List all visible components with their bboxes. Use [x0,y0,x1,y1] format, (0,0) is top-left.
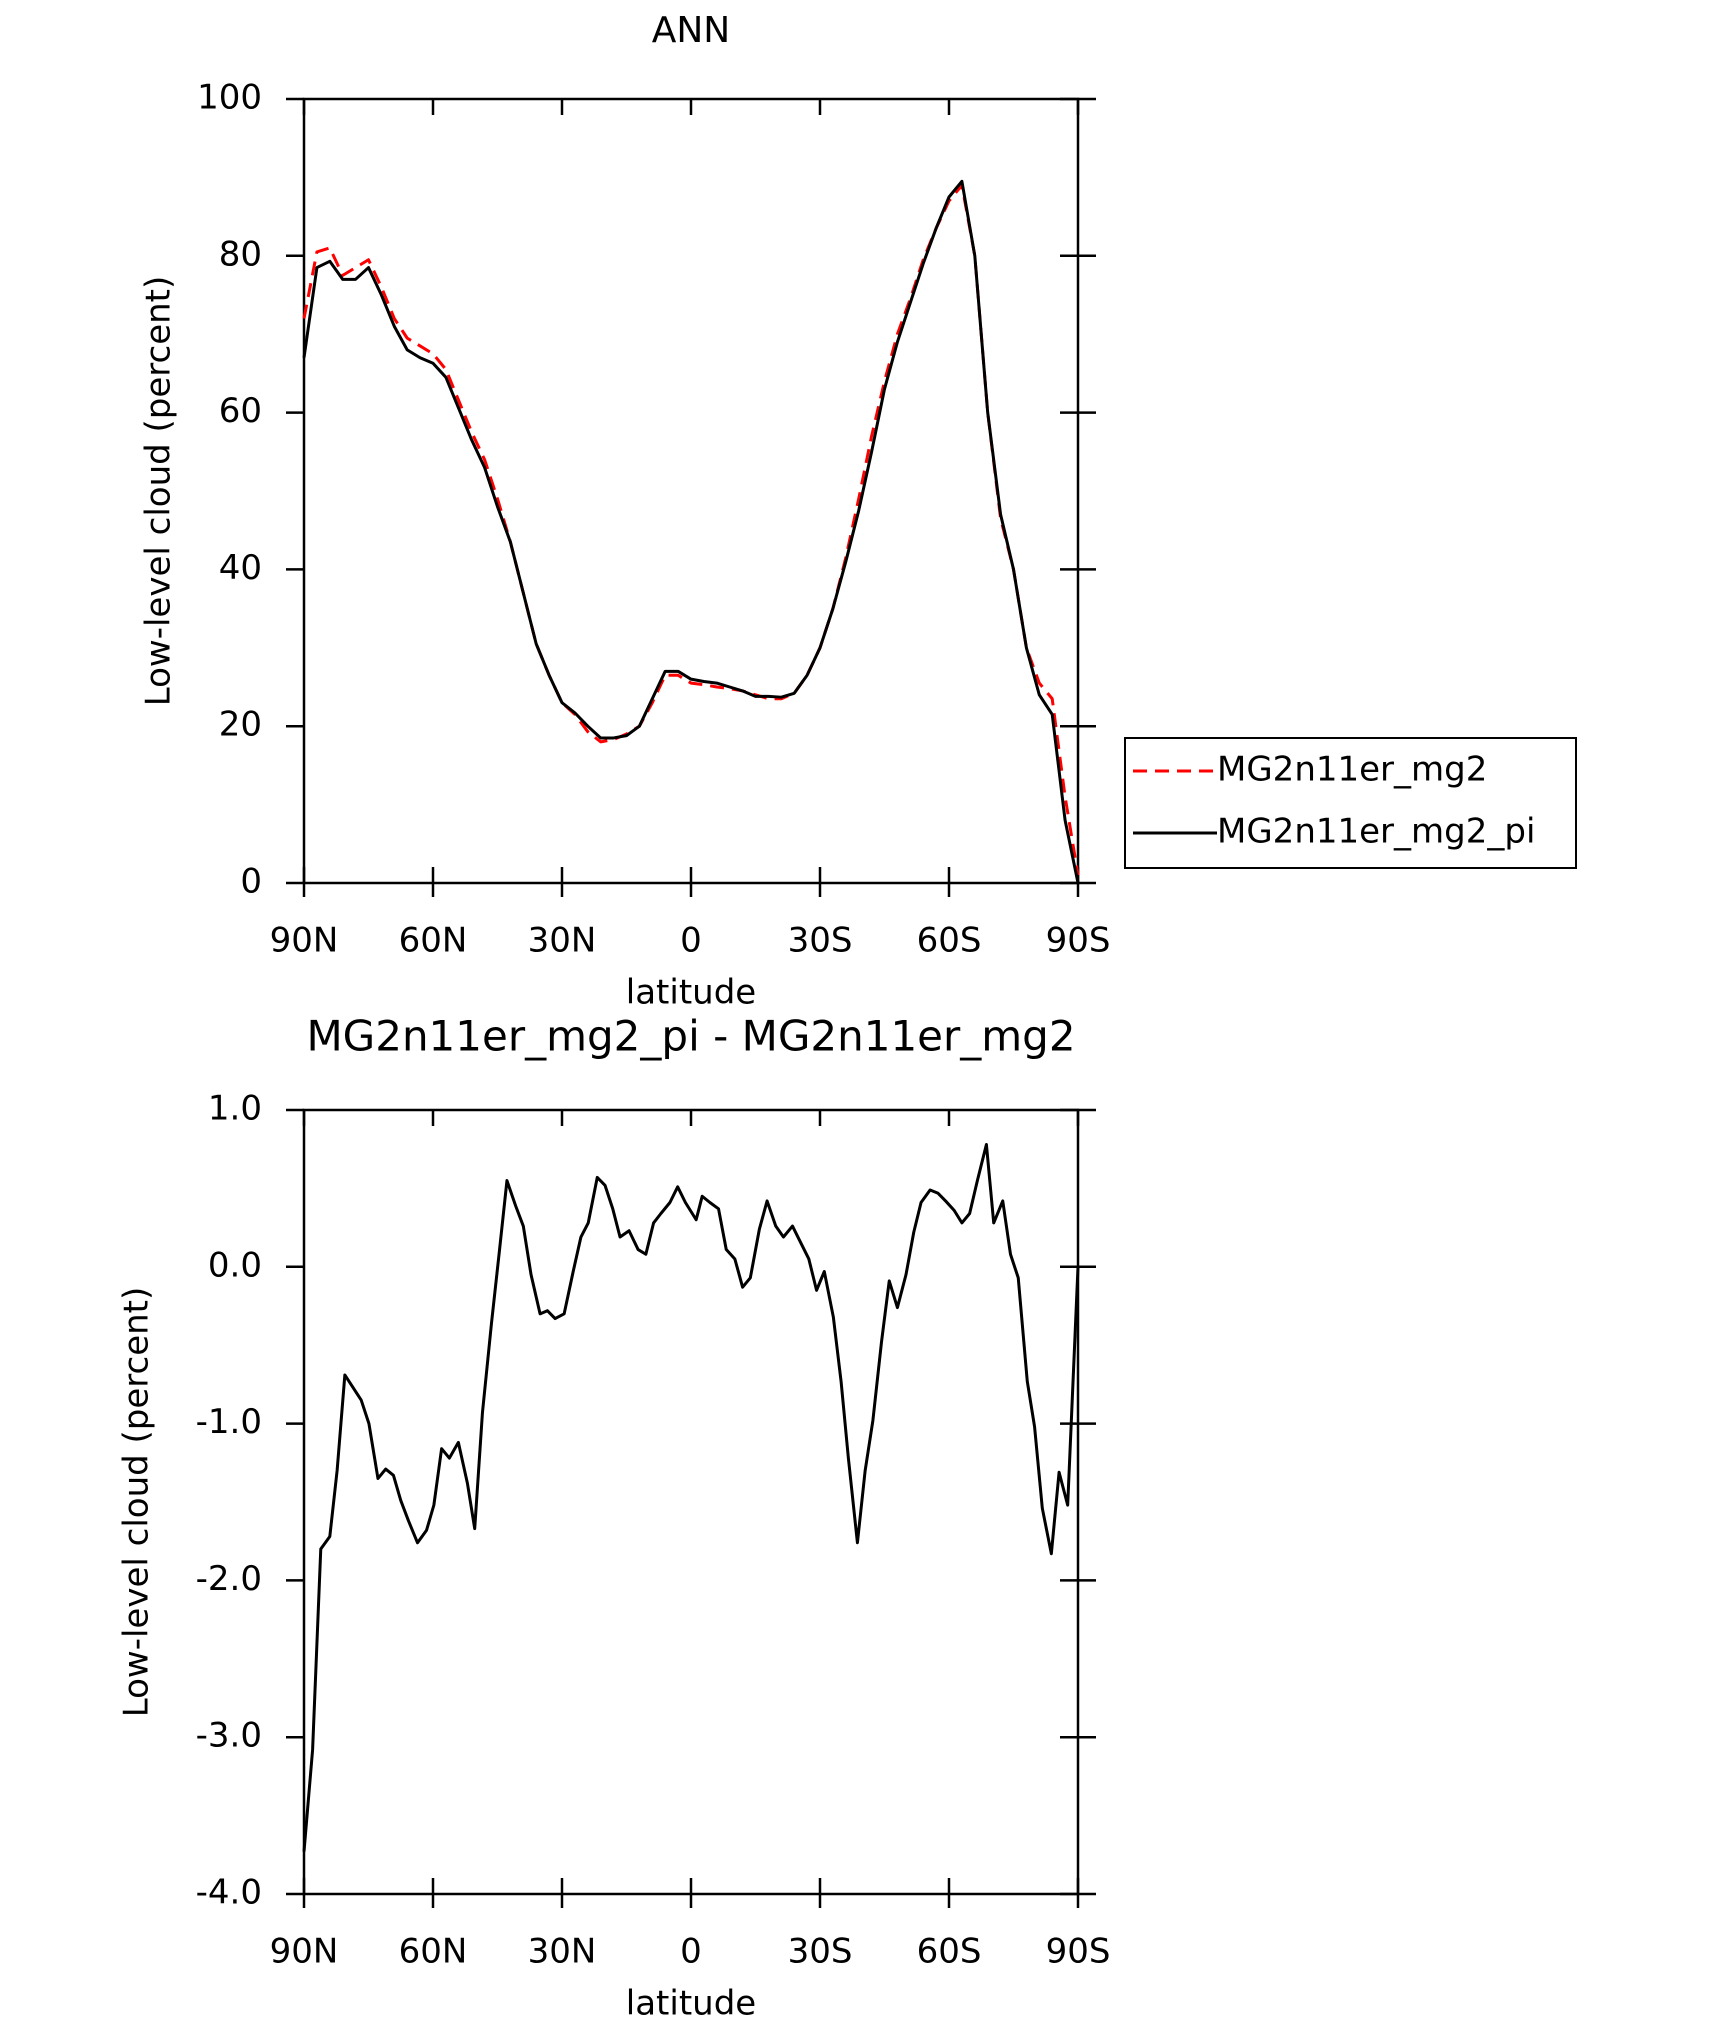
x-tick-label: 0 [680,921,702,961]
x-tick-label: 60N [399,921,468,961]
y-tick-label: 100 [197,78,262,118]
x-tick-label: 30S [788,921,853,961]
chart-title: MG2n11er_mg2_pi - MG2n11er_mg2 [306,1012,1075,1061]
x-tick-label: 60N [399,1932,468,1972]
y-tick-label: 20 [219,705,262,745]
series-line [302,183,1080,876]
x-tick-label: 60S [917,921,982,961]
x-tick-label: 90S [1046,1932,1111,1972]
chart-title: ANN [652,10,731,51]
y-tick-label: 40 [219,548,262,588]
y-axis-label: Low-level cloud (percent) [117,1287,157,1718]
series-line [302,179,1080,884]
legend-box [1124,737,1577,869]
x-axis-label: latitude [626,973,756,1013]
y-tick-label: -4.0 [196,1873,262,1913]
y-tick-label: 0.0 [208,1245,262,1285]
y-tick-label: -3.0 [196,1716,262,1756]
plot-frame [302,1108,1080,1896]
y-tick-label: 60 [219,391,262,431]
x-tick-label: 90N [270,921,339,961]
x-tick-label: 30S [788,1932,853,1972]
y-tick-label: -2.0 [196,1559,262,1599]
x-tick-label: 30N [528,921,597,961]
y-tick-label: 1.0 [208,1089,262,1129]
x-tick-label: 90N [270,1932,339,1972]
x-axis-label: latitude [626,1984,756,2021]
x-tick-label: 0 [680,1932,702,1972]
y-tick-label: 0 [240,862,262,902]
series-line [302,1143,1080,1852]
y-tick-label: 80 [219,234,262,274]
legend-label: MG2n11er_mg2_pi [1217,812,1535,852]
x-tick-label: 60S [917,1932,982,1972]
plot-frame [302,97,1080,885]
y-axis-label: Low-level cloud (percent) [139,276,179,707]
y-tick-label: -1.0 [196,1402,262,1442]
x-tick-label: 90S [1046,921,1111,961]
legend-label: MG2n11er_mg2 [1217,750,1487,790]
x-tick-label: 30N [528,1932,597,1972]
